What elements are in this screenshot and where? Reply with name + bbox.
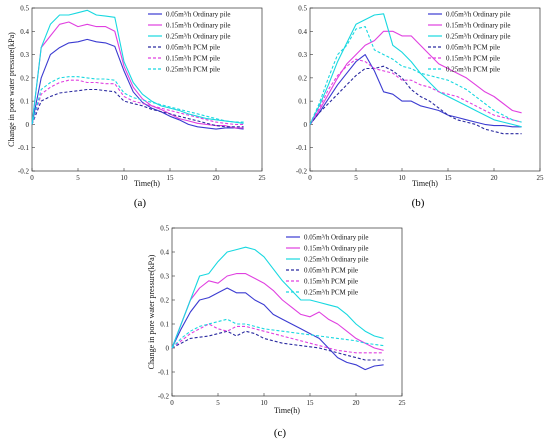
legend-entry: 0.25m³/h PCM pile — [304, 289, 358, 297]
legend-entry: 0.05m³/h Ordinary pile — [446, 11, 511, 19]
legend-entry: 0.15m³/h PCM pile — [166, 55, 220, 63]
x-tick-label: 25 — [537, 174, 545, 182]
legend-entry: 0.25m³/h PCM pile — [166, 66, 220, 74]
series-line — [31, 21, 244, 129]
x-tick-label: 0 — [30, 174, 34, 182]
x-tick-label: 20 — [353, 399, 361, 407]
legend-entry: 0.25m³/h Ordinary pile — [166, 33, 231, 41]
x-tick-label: 5 — [76, 174, 80, 182]
y-tick-label: -0.1 — [296, 144, 308, 152]
legend-entry: 0.15m³/h PCM pile — [446, 55, 500, 63]
y-tick-label: 0.5 — [298, 5, 307, 13]
x-tick-label: 25 — [259, 174, 267, 182]
series-line — [171, 318, 384, 349]
y-tick-label: -0.2 — [158, 393, 170, 401]
y-tick-label: 0 — [166, 345, 170, 353]
series-line — [31, 79, 244, 125]
y-tick-label: -0.2 — [18, 168, 30, 176]
x-tick-label: 15 — [307, 399, 315, 407]
x-tick-label: 0 — [170, 399, 174, 407]
y-axis-label: Change in pore water pressure(kPa) — [147, 254, 156, 369]
x-tick-label: 10 — [399, 174, 407, 182]
series-line — [309, 13, 522, 128]
plot-frame — [171, 227, 403, 397]
legend-entry: 0.15m³/h Ordinary pile — [304, 245, 369, 253]
y-tick-label: 0.3 — [160, 273, 169, 281]
plot-frame — [309, 7, 541, 172]
x-tick-label: 15 — [445, 174, 453, 182]
x-tick-label: 20 — [213, 174, 221, 182]
y-tick-label: 0.4 — [160, 249, 169, 257]
series-line — [309, 54, 522, 128]
y-tick-label: 0.4 — [298, 28, 307, 36]
y-tick-label: 0.4 — [20, 28, 29, 36]
legend-entry: 0.25m³/h Ordinary pile — [304, 256, 369, 264]
series-line — [309, 30, 522, 125]
x-tick-label: 25 — [399, 399, 407, 407]
series-line — [31, 38, 244, 130]
series-line — [171, 246, 384, 349]
y-tick-label: 0 — [26, 121, 30, 129]
series-line — [31, 76, 244, 125]
legend-entry: 0.05m³/h Ordinary pile — [166, 11, 231, 19]
y-tick-label: -0.2 — [296, 168, 308, 176]
y-tick-label: 0.2 — [298, 74, 307, 82]
legend-entry: 0.05m³/h PCM pile — [166, 44, 220, 52]
series-line — [171, 330, 384, 361]
series-line — [309, 58, 522, 125]
series-line — [309, 26, 522, 125]
chart-panel-2: 0 5 10 15 20 25 -0.2 -0.1 0 0.1 0.2 0.3 0.4 0.5 Time(h… — [296, 5, 544, 210]
y-tick-label: 0.1 — [160, 321, 169, 329]
x-tick-label: 10 — [121, 174, 129, 182]
legend-entry: 0.05m³/h PCM pile — [304, 267, 358, 275]
panel-label: (c) — [274, 427, 287, 439]
x-tick-label: 0 — [308, 174, 312, 182]
x-axis-label: Time(h) — [412, 179, 438, 188]
legend-entry: 0.15m³/h Ordinary pile — [166, 22, 231, 30]
plot-frame — [31, 7, 263, 172]
legend-entry: 0.05m³/h PCM pile — [446, 44, 500, 52]
panel-label: (a) — [134, 197, 147, 209]
series-line — [171, 273, 384, 351]
y-tick-label: 0.1 — [298, 98, 307, 106]
chart-panel-3: 0 5 10 15 20 25 -0.2 -0.1 0 0.1 0.2 0.3 0.4 0.5 Time(h… — [147, 225, 406, 440]
series-line — [31, 9, 244, 125]
series-line — [171, 287, 384, 371]
y-tick-label: -0.1 — [158, 369, 170, 377]
x-tick-label: 10 — [261, 399, 269, 407]
y-tick-label: 0 — [304, 121, 308, 129]
legend-entry: 0.15m³/h Ordinary pile — [446, 22, 511, 30]
legend-entry: 0.25m³/h PCM pile — [446, 66, 500, 74]
y-tick-label: 0.3 — [20, 51, 29, 59]
y-tick-label: 0.2 — [20, 74, 29, 82]
y-tick-label: 0.3 — [298, 51, 307, 59]
series-line — [31, 88, 244, 128]
chart-panel-1: 0 5 10 15 20 25 -0.2 -0.1 0 0.1 0.2 0.3 0.4 0.5 Time(h… — [7, 5, 266, 210]
y-tick-label: 0.1 — [20, 98, 29, 106]
y-axis-label: Change in pore water pressure(kPa) — [7, 32, 16, 147]
legend-entry: 0.25m³/h Ordinary pile — [446, 33, 511, 41]
legend-entry: 0.15m³/h PCM pile — [304, 278, 358, 286]
y-tick-label: -0.1 — [18, 144, 30, 152]
x-tick-label: 5 — [216, 399, 220, 407]
series-line — [171, 323, 384, 354]
x-axis-label: Time(h) — [134, 179, 160, 188]
y-tick-label: 0.2 — [160, 297, 169, 305]
x-tick-label: 15 — [167, 174, 175, 182]
x-tick-label: 20 — [491, 174, 499, 182]
y-tick-label: 0.5 — [20, 5, 29, 13]
y-tick-label: 0.5 — [160, 225, 169, 233]
x-axis-label: Time(h) — [274, 406, 300, 415]
series-line — [309, 65, 522, 135]
panel-label: (b) — [412, 197, 425, 209]
x-tick-label: 5 — [354, 174, 358, 182]
legend-entry: 0.05m³/h Ordinary pile — [304, 234, 369, 242]
